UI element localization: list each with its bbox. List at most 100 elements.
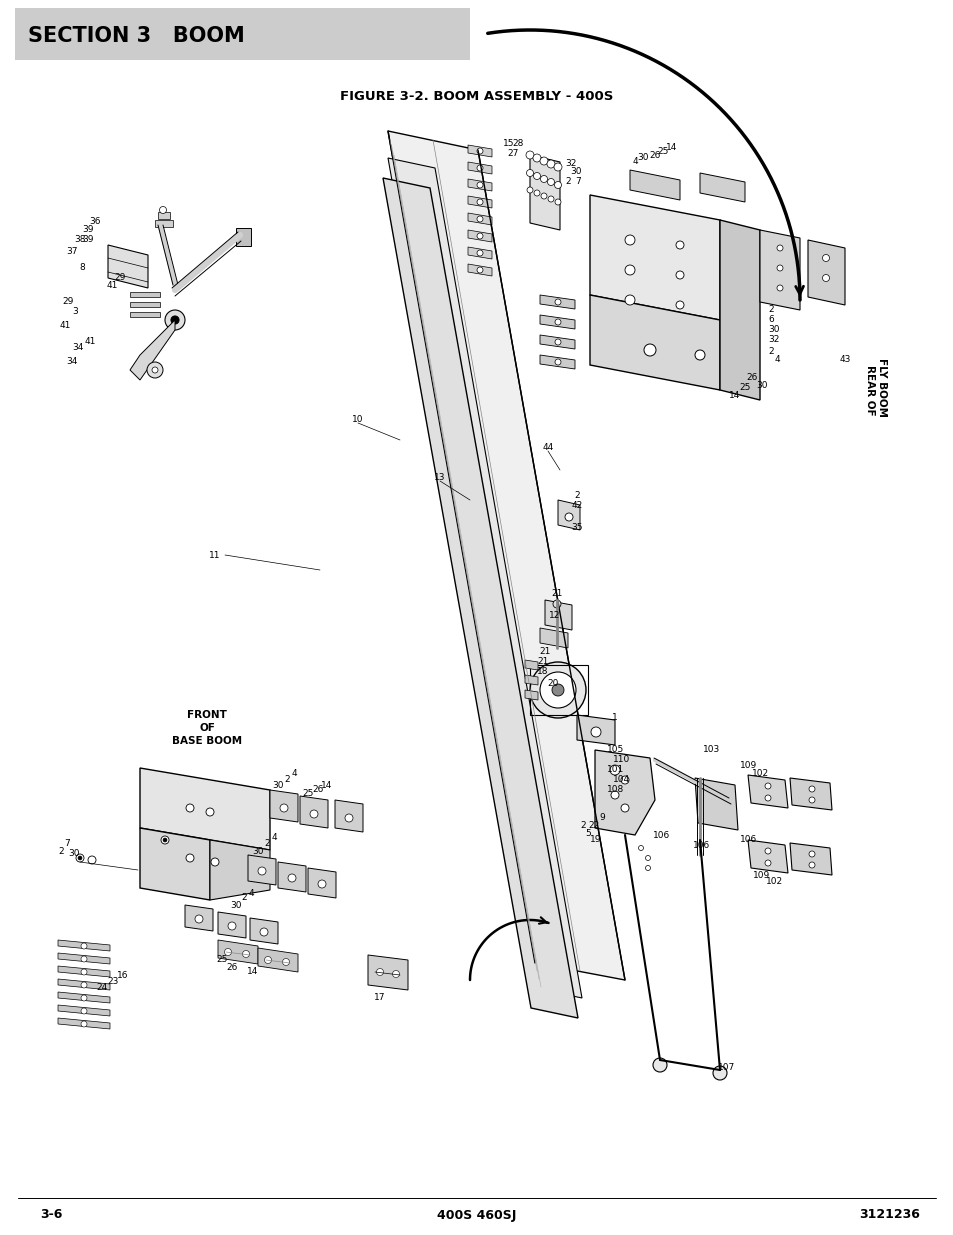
Text: 2: 2 [284, 774, 290, 783]
Circle shape [808, 862, 814, 868]
Circle shape [609, 764, 619, 776]
Text: 3-6: 3-6 [40, 1209, 62, 1221]
Circle shape [186, 853, 193, 862]
Circle shape [821, 274, 828, 282]
Polygon shape [539, 295, 575, 309]
Polygon shape [747, 776, 787, 808]
Text: 38: 38 [74, 236, 86, 245]
Text: 22: 22 [588, 820, 599, 830]
Circle shape [525, 151, 534, 159]
Circle shape [676, 301, 683, 309]
Circle shape [808, 797, 814, 803]
Polygon shape [589, 295, 720, 390]
Bar [235, 228, 251, 246]
Circle shape [539, 672, 576, 708]
Text: 30: 30 [756, 380, 767, 389]
Text: 21: 21 [551, 589, 562, 598]
Text: 4: 4 [632, 158, 638, 167]
Circle shape [695, 350, 704, 359]
Circle shape [476, 267, 482, 273]
Circle shape [526, 186, 533, 193]
Circle shape [539, 157, 547, 165]
Text: 106: 106 [692, 841, 709, 850]
Circle shape [76, 853, 84, 862]
Text: 34: 34 [72, 343, 84, 352]
Text: 35: 35 [571, 524, 582, 532]
Polygon shape [270, 790, 297, 823]
Text: 2: 2 [58, 847, 64, 857]
Text: 105: 105 [606, 746, 623, 755]
Circle shape [476, 233, 482, 240]
Polygon shape [58, 940, 110, 951]
Circle shape [228, 923, 235, 930]
Text: 26: 26 [226, 963, 237, 972]
Circle shape [808, 785, 814, 792]
Polygon shape [58, 953, 110, 965]
Text: 24: 24 [96, 983, 108, 993]
Circle shape [288, 874, 295, 882]
Circle shape [280, 804, 288, 811]
Circle shape [555, 359, 560, 366]
Circle shape [211, 858, 219, 866]
Polygon shape [185, 905, 213, 931]
Text: 30: 30 [569, 168, 581, 177]
Circle shape [310, 810, 317, 818]
Circle shape [764, 795, 770, 802]
Polygon shape [299, 797, 328, 827]
Text: 4: 4 [774, 356, 780, 364]
Circle shape [161, 836, 169, 844]
Text: 25: 25 [657, 147, 668, 156]
Circle shape [776, 245, 782, 251]
Polygon shape [524, 690, 537, 700]
Polygon shape [468, 144, 492, 157]
Circle shape [171, 316, 179, 324]
Text: 109: 109 [752, 871, 769, 879]
Polygon shape [468, 162, 492, 174]
Text: REAR OF: REAR OF [864, 364, 874, 415]
Text: SECTION 3   BOOM: SECTION 3 BOOM [28, 26, 245, 46]
Circle shape [555, 319, 560, 325]
Polygon shape [210, 840, 270, 900]
Circle shape [553, 600, 560, 608]
Text: 14: 14 [728, 390, 740, 399]
Polygon shape [368, 955, 408, 990]
Circle shape [194, 915, 203, 923]
Bar [130, 303, 160, 308]
Circle shape [317, 881, 326, 888]
Circle shape [242, 951, 250, 957]
Circle shape [165, 310, 185, 330]
Circle shape [533, 173, 540, 179]
Circle shape [764, 848, 770, 853]
Circle shape [764, 860, 770, 866]
Polygon shape [140, 827, 210, 900]
Circle shape [624, 235, 635, 245]
Circle shape [264, 956, 272, 963]
Polygon shape [468, 179, 492, 191]
Polygon shape [58, 992, 110, 1003]
Circle shape [808, 851, 814, 857]
Circle shape [186, 804, 193, 811]
Text: 20: 20 [547, 678, 558, 688]
Polygon shape [589, 195, 720, 320]
Text: 110: 110 [613, 756, 630, 764]
Text: 1: 1 [612, 714, 618, 722]
Polygon shape [524, 676, 537, 685]
Text: 30: 30 [767, 326, 779, 335]
Circle shape [776, 285, 782, 291]
Polygon shape [58, 966, 110, 977]
Bar [158, 212, 170, 219]
Circle shape [476, 199, 482, 205]
Circle shape [712, 1066, 726, 1079]
Polygon shape [539, 315, 575, 329]
Text: 7: 7 [64, 840, 70, 848]
Text: 42: 42 [571, 500, 582, 510]
Text: 39: 39 [82, 226, 93, 235]
Polygon shape [108, 245, 148, 288]
Text: 17: 17 [374, 993, 385, 1003]
Circle shape [610, 790, 618, 799]
Polygon shape [382, 178, 578, 1018]
Text: 27: 27 [506, 148, 517, 158]
Circle shape [476, 249, 482, 256]
Circle shape [81, 1021, 87, 1028]
Text: BASE BOOM: BASE BOOM [172, 736, 242, 746]
